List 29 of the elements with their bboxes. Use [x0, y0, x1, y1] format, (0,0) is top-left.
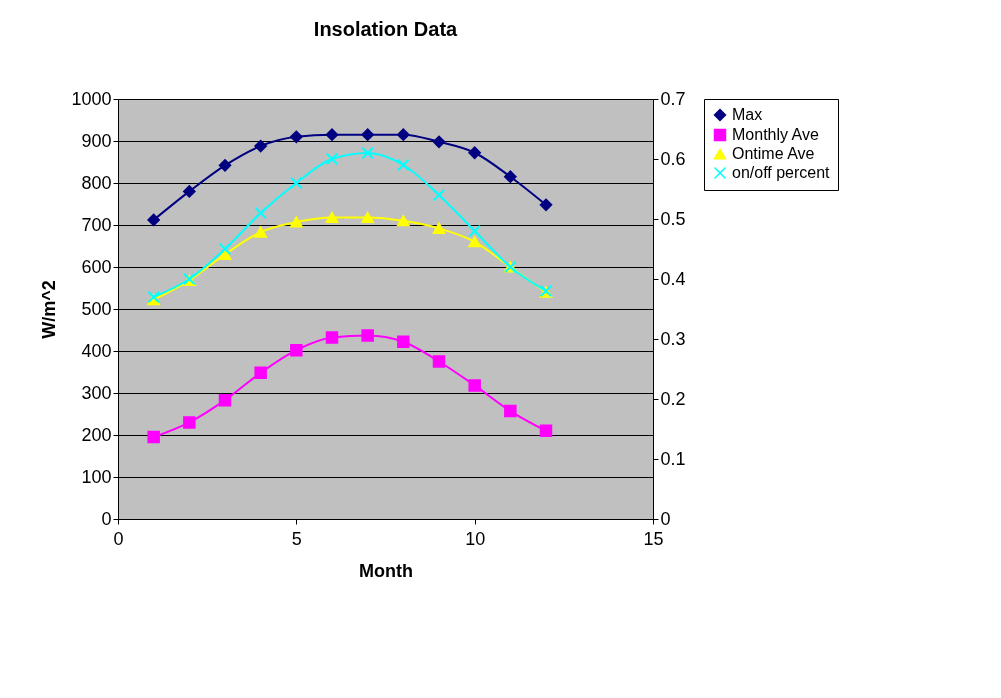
y2-tick-label: 0.6	[660, 148, 686, 169]
y2-tick-label: 0.5	[660, 208, 686, 229]
y-tick-label: 0	[101, 508, 112, 529]
y2-tick-label: 0.4	[660, 268, 686, 289]
y-tick-label: 900	[81, 130, 112, 151]
y-tick-label: 300	[81, 382, 112, 403]
y-tick-label: 800	[81, 172, 112, 193]
y-tick-label: 700	[81, 214, 112, 235]
y-tick-label: 200	[81, 424, 112, 445]
chart-title: Insolation Data	[313, 18, 459, 40]
y2-tick-label: 0.7	[660, 88, 686, 109]
x-tick-label: 15	[643, 528, 664, 549]
y-tick-label: 600	[81, 256, 112, 277]
legend-label: Monthly Ave	[732, 126, 819, 143]
y-tick-label: 1000	[71, 88, 112, 109]
y-axis-title: W/m^2	[39, 280, 60, 339]
y-tick-label: 400	[81, 340, 112, 361]
y2-tick-label: 0	[660, 508, 671, 529]
y-tick-label: 100	[81, 466, 112, 487]
x-axis-title: Month	[359, 560, 413, 581]
legend-label: Ontime Ave	[732, 145, 815, 162]
y-tick-label: 500	[81, 298, 112, 319]
x-tick-label: 5	[291, 528, 302, 549]
legend-label: Max	[732, 106, 763, 123]
y2-tick-label: 0.1	[660, 448, 686, 469]
y2-tick-label: 0.3	[660, 328, 686, 349]
x-tick-label: 10	[465, 528, 486, 549]
legend-label: on/off percent	[732, 164, 831, 181]
y2-tick-label: 0.2	[660, 388, 686, 409]
